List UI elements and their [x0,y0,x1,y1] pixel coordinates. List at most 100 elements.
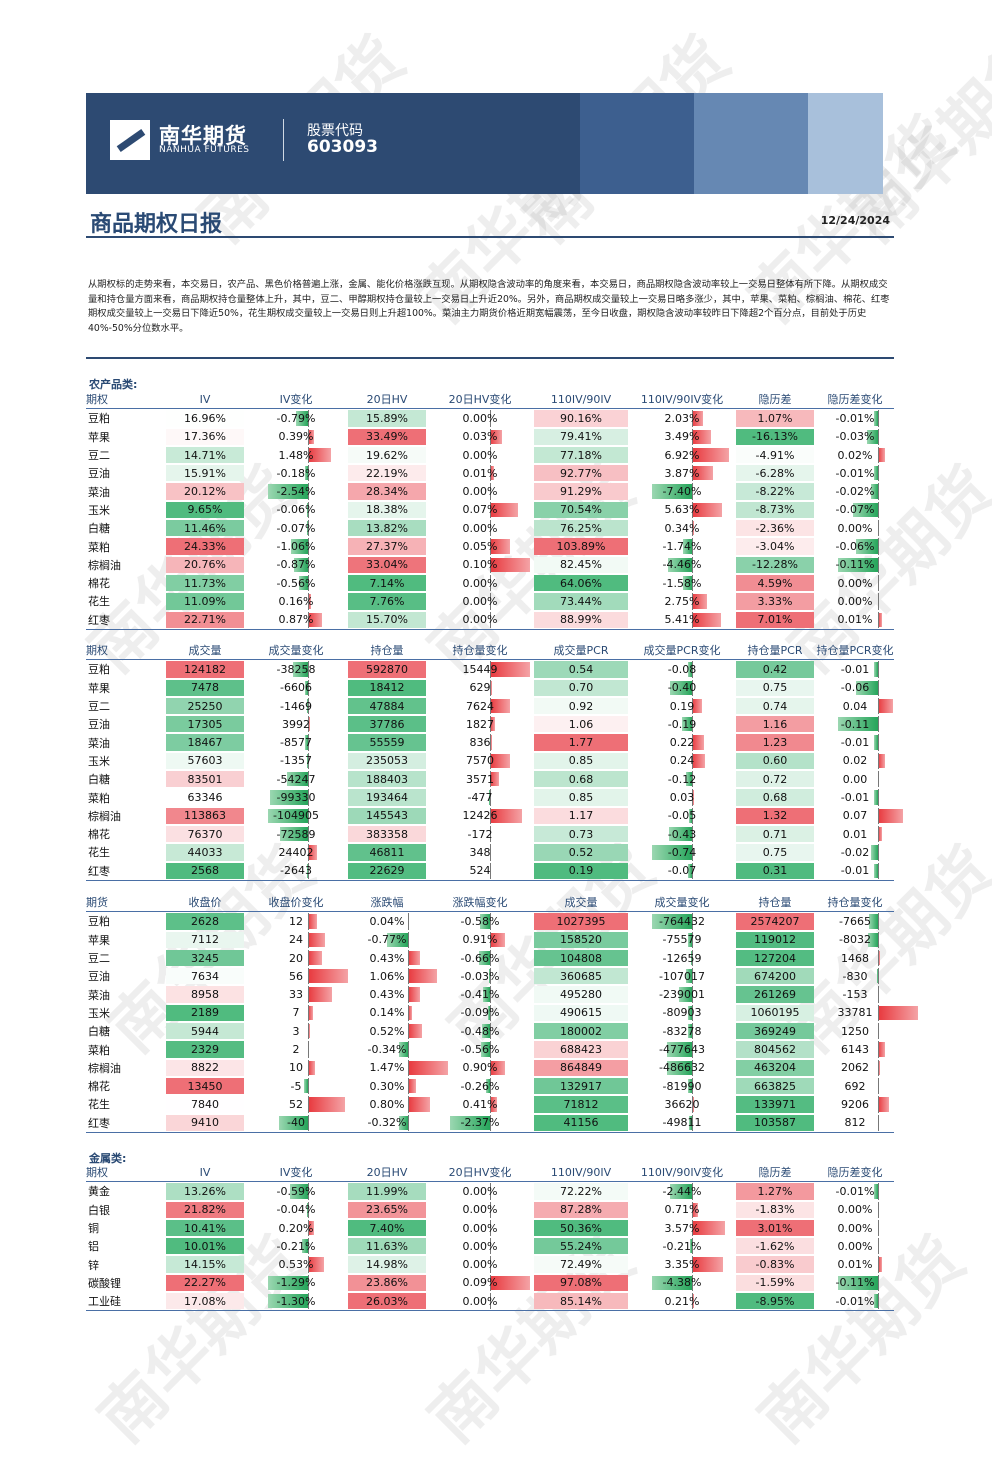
table-cell: 6.92% [630,446,734,464]
cell-value: 0.03 [670,791,695,804]
table-cell: 72.22% [532,1182,630,1201]
table-cell: -6606 [246,679,346,697]
cell-value: 33781 [838,1006,873,1019]
table-cell: -38258 [246,660,346,679]
table-cell: 132917 [532,1077,630,1095]
cell-value: 0.01% [463,467,498,480]
column-header: 涨跌幅变化 [428,893,532,912]
cell-value: 57603 [188,754,223,767]
table-cell: -239001 [630,985,734,1003]
table-cell: -764432 [630,912,734,931]
row-label: 白糖 [86,770,164,788]
cell-value: 0.24 [670,754,695,767]
table-cell: 2 [246,1040,346,1058]
cell-value: -477643 [659,1043,705,1056]
cell-value: 2574207 [751,915,800,928]
cell-value: 14.71% [184,449,226,462]
table-cell: 20.12% [164,482,246,500]
table-cell: -0.41% [428,985,532,1003]
table-cell: 2329 [164,1040,246,1058]
column-header: 期权 [86,641,164,660]
cell-value: 50.36% [560,1222,602,1235]
table-cell: 15.89% [346,409,428,428]
table-cell: 11.46% [164,519,246,537]
cell-value: -0.18% [277,467,316,480]
table-cell: -0.03% [816,428,894,446]
row-label: 碳酸锂 [86,1274,164,1292]
table-cell: -0.43 [630,825,734,843]
cell-value: 0.07% [463,503,498,516]
cell-value: 9206 [841,1098,869,1111]
cell-value: 0.43% [370,952,405,965]
table-cell: 7.40% [346,1219,428,1237]
cell-value: 4.59% [758,577,793,590]
cell-value: 0.04% [370,915,405,928]
positive-bar [308,951,322,965]
table-cell: -40 [246,1114,346,1133]
cell-value: -1.59% [756,1276,795,1289]
row-label: 豆粕 [86,912,164,931]
cell-value: 1027395 [557,915,606,928]
table-cell: -0.83% [734,1255,816,1273]
positive-bar [308,1061,315,1075]
table-cell: -0.01% [816,1182,894,1201]
row-label: 黄金 [86,1182,164,1201]
table-cell: -0.06 [816,679,894,697]
table-cell: -172 [428,825,532,843]
row-label: 菜粕 [86,788,164,806]
table-cell: 5944 [164,1022,246,1040]
bar-axis [878,716,879,732]
table-cell: 4.59% [734,574,816,592]
table-cell: -0.12 [630,770,734,788]
table-cell: 11.63% [346,1237,428,1255]
cell-value: 7.76% [370,595,405,608]
column-header: 110IV/90IV变化 [630,390,734,409]
bar-axis [878,1096,879,1112]
cell-value: 0.14% [370,1006,405,1019]
table-cell: 113863 [164,807,246,825]
table-header-row: 期货收盘价收盘价变化涨跌幅涨跌幅变化成交量成交量变化持仓量持仓量变化 [86,893,894,912]
table-cell: 0.00% [816,519,894,537]
cell-value: 18412 [370,681,405,694]
table-cell: -0.07% [816,501,894,519]
cell-value: 56 [289,970,303,983]
cell-value: 3.87% [665,467,700,480]
table-cell: 7.01% [734,611,816,630]
bar-axis [878,698,879,714]
cell-value: 11.63% [366,1240,408,1253]
table-cell: -0.77% [346,931,428,949]
table-cell: 28.34% [346,482,428,500]
table-cell: -1.30% [246,1292,346,1311]
table-cell: 90.16% [532,409,630,428]
column-header: 涨跌幅 [346,893,428,912]
row-label: 苹果 [86,679,164,697]
table-cell: -0.74 [630,843,734,861]
positive-bar [308,1097,345,1111]
table-cell: 18412 [346,679,428,697]
table-cell: 0.03% [428,428,532,446]
table-cell: -75579 [630,931,734,949]
cell-value: 2.03% [665,412,700,425]
table-cell: 629 [428,679,532,697]
cell-value: -83278 [663,1025,702,1038]
table-cell: 104808 [532,949,630,967]
row-label: 豆油 [86,715,164,733]
cell-value: 11.99% [366,1185,408,1198]
negative-bar [871,845,878,859]
bar-axis [878,950,879,966]
table-cell: -80903 [630,1004,734,1022]
cell-value: 0.68 [569,773,594,786]
row-label: 花生 [86,1095,164,1113]
cell-value: 6.92% [665,449,700,462]
table-cell: 50.36% [532,1219,630,1237]
cell-value: 0.39% [279,430,314,443]
table-cell: 0.10% [428,556,532,574]
table-cell: 0.22 [630,733,734,751]
table-cell: 261269 [734,985,816,1003]
column-header: 成交量 [532,893,630,912]
